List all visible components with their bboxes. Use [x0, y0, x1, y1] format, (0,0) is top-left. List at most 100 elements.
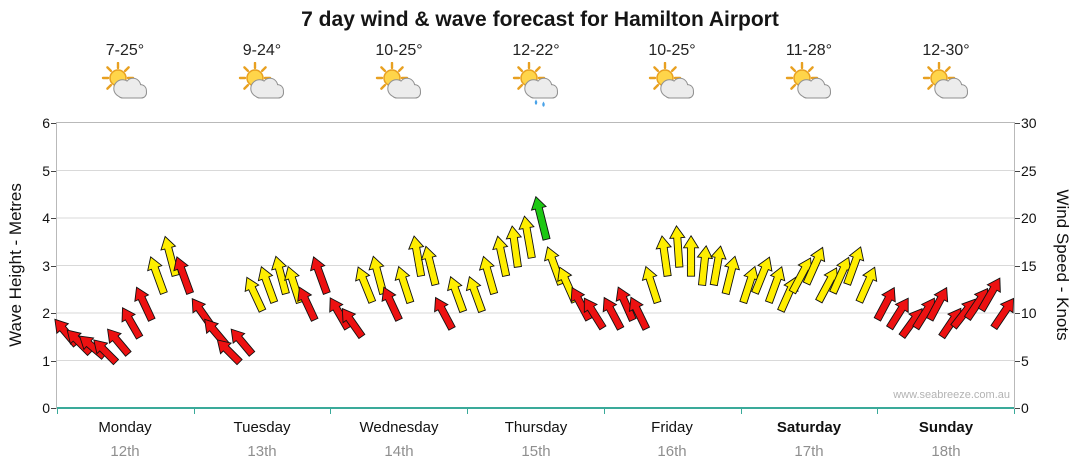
- x-axis-day-tick: [1014, 409, 1015, 414]
- y-axis-tick-right: [1015, 265, 1020, 267]
- chart-title: 7 day wind & wave forecast for Hamilton …: [301, 8, 779, 31]
- temp-range: 12-30°: [922, 42, 970, 59]
- watermark: www.seabreeze.com.au: [893, 389, 1010, 401]
- sun-cloud-icon: [236, 61, 288, 113]
- y-axis-tick-label-right: 15: [1021, 257, 1037, 274]
- rain-drops-icon: [534, 99, 545, 107]
- wind-arrow: [669, 225, 686, 268]
- x-axis-day-tick: [467, 409, 469, 414]
- wind-arrow: [355, 266, 377, 304]
- y-axis-tick-label-left: 4: [42, 210, 50, 226]
- y-axis-tick-label-left: 0: [42, 400, 50, 416]
- day-label-monday: Monday: [98, 419, 152, 436]
- sun-cloud-icon: [920, 61, 972, 113]
- temp-range: 11-28°: [785, 42, 833, 59]
- day-label-thursday: Thursday: [504, 419, 568, 436]
- y-axis-tick-label-left: 3: [42, 257, 50, 274]
- wind-arrow: [696, 245, 714, 287]
- y-axis-tick-left: [51, 265, 56, 267]
- wind-arrow: [628, 296, 651, 331]
- y-axis-tick-label-left: 6: [42, 115, 50, 131]
- wind-arrow: [641, 265, 662, 305]
- day-header-monday: 7-25°: [65, 42, 185, 113]
- y-axis-tick-label-right: 25: [1021, 162, 1037, 179]
- y-axis-tick-label-right: 30: [1021, 115, 1037, 131]
- sun-cloud-icon: [646, 61, 698, 113]
- wind-arrow: [570, 286, 593, 322]
- y-axis-tick-left: [51, 360, 56, 362]
- wind-arrow: [873, 286, 896, 322]
- wind-arrow: [107, 328, 132, 357]
- wind-arrow: [602, 296, 625, 331]
- x-axis-day-tick: [877, 409, 879, 414]
- day-label-tuesday: Tuesday: [233, 419, 291, 436]
- y-axis-tick-right: [1015, 170, 1020, 172]
- y-axis-tick-label-left: 1: [42, 352, 50, 369]
- wind-arrow: [173, 256, 195, 295]
- y-axis-tick-right: [1015, 313, 1020, 314]
- day-header-saturday: 11-28°: [749, 42, 869, 113]
- right-axis-title: Wind Speed - Knots: [1053, 189, 1072, 341]
- wind-arrow: [420, 245, 440, 287]
- wind-arrow: [615, 286, 637, 322]
- wind-arrow: [434, 296, 456, 331]
- temp-range: 10-25°: [375, 42, 423, 59]
- wind-arrow: [478, 255, 499, 296]
- day-header-friday: 10-25°: [612, 42, 732, 113]
- temp-range: 10-25°: [648, 42, 696, 59]
- day-label-wednesday: Wednesday: [359, 419, 439, 436]
- wind-arrow: [926, 286, 949, 322]
- date-label-monday: 12th: [110, 443, 140, 460]
- wind-arrow: [147, 256, 168, 295]
- wind-arrow: [505, 225, 523, 268]
- y-axis-tick-label-right: 0: [1021, 400, 1029, 416]
- wind-arrow: [583, 297, 607, 331]
- day-label-sunday: Sunday: [918, 419, 974, 436]
- wind-arrow: [78, 335, 107, 360]
- wind-arrow: [990, 297, 1015, 331]
- date-label-saturday: 17th: [794, 443, 824, 460]
- y-axis-tick-label-left: 5: [42, 162, 50, 179]
- wind-arrow: [843, 246, 865, 286]
- wind-arrow: [297, 286, 319, 322]
- y-axis-tick-right: [1015, 408, 1020, 409]
- x-axis-day-tick: [330, 409, 332, 414]
- y-axis-tick-left: [51, 170, 56, 172]
- day-header-tuesday: 9-24°: [202, 42, 322, 113]
- wind-arrow: [709, 245, 727, 287]
- wind-arrow: [447, 275, 468, 314]
- wind-arrow: [530, 195, 551, 241]
- wind-arrow: [93, 339, 120, 366]
- day-label-saturday: Saturday: [776, 419, 842, 436]
- sun-cloud-rain-icon: [510, 61, 562, 113]
- day-header-wednesday: 10-25°: [339, 42, 459, 113]
- wind-arrow: [134, 286, 156, 322]
- x-axis-day-tick: [740, 409, 742, 414]
- y-axis-tick-right: [1015, 360, 1020, 362]
- wind-arrow: [682, 234, 700, 277]
- y-axis-tick-left: [51, 123, 56, 124]
- y-axis-tick-left: [51, 218, 56, 219]
- wind-arrow: [381, 286, 403, 322]
- day-label-friday: Friday: [651, 419, 693, 436]
- temp-range: 7-25°: [105, 42, 145, 59]
- y-axis-tick-label-right: 10: [1021, 305, 1037, 321]
- y-axis-tick-right: [1015, 123, 1020, 124]
- wind-arrow: [244, 276, 267, 313]
- wind-arrow: [518, 215, 536, 259]
- wind-arrow: [655, 235, 672, 278]
- date-label-sunday: 18th: [931, 443, 961, 460]
- sun-cloud-icon: [99, 61, 151, 113]
- y-axis-tick-right: [1015, 218, 1020, 219]
- wind-arrow: [329, 297, 352, 331]
- wind-arrow: [257, 265, 279, 305]
- wind-arrow: [66, 329, 94, 357]
- x-axis-day-tick: [603, 409, 605, 414]
- wind-arrow: [271, 255, 290, 296]
- date-label-thursday: 15th: [521, 443, 551, 460]
- wind-arrow: [341, 307, 366, 340]
- y-axis-tick-label-left: 2: [42, 305, 50, 321]
- wind-arrow: [721, 255, 741, 296]
- sun-cloud-icon: [373, 61, 425, 113]
